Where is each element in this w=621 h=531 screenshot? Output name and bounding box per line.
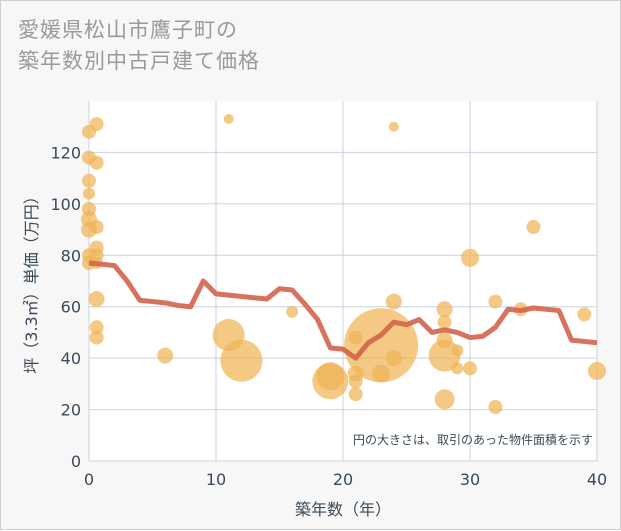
bubble-point	[348, 387, 363, 402]
bubble-point	[463, 361, 477, 376]
bubble-point	[88, 291, 105, 307]
bubble-point	[344, 308, 419, 383]
bubble-point	[385, 293, 402, 310]
x-axis-label: 築年数（年）	[295, 500, 391, 519]
bubble-point	[89, 330, 104, 345]
grid-lines	[88, 101, 598, 462]
chart-title-line1: 愛媛県松山市鷹子町の	[18, 18, 238, 42]
y-tick-label: 60	[61, 298, 81, 317]
bubble-point	[588, 362, 606, 380]
x-tick-label: 20	[333, 470, 353, 489]
bubble-point	[89, 117, 104, 132]
x-tick-label: 0	[84, 470, 94, 489]
bubble-point	[436, 301, 453, 318]
bubble-point	[388, 121, 399, 132]
bubble-point	[82, 173, 96, 188]
bubble-point	[220, 339, 263, 382]
bubble-series	[81, 114, 606, 414]
bubble-point	[286, 305, 299, 318]
x-axis-ticks: 0 10 20 30 40	[84, 470, 607, 489]
chart-title: 愛媛県松山市鷹子町の 築年数別中古戸建て価格	[18, 15, 438, 77]
bubble-point	[83, 187, 95, 200]
bubble-point	[451, 344, 464, 357]
y-axis-label: 坪（3.3㎡）単価（万円）	[22, 188, 41, 373]
y-tick-label: 80	[61, 246, 81, 265]
bubble-point	[434, 389, 455, 410]
y-tick-label: 20	[61, 401, 81, 420]
y-axis-ticks: 0 20 40 60 80 100 120	[50, 143, 81, 471]
y-tick-label: 0	[71, 452, 81, 471]
bubble-point	[385, 350, 402, 367]
bubble-point	[461, 248, 479, 267]
bubble-point	[526, 220, 541, 234]
bubble-point	[316, 362, 345, 391]
y-tick-label: 40	[61, 349, 81, 368]
bubble-point	[157, 347, 174, 364]
bubble-size-note: 円の大きさは、取引のあった物件面積を示す	[353, 432, 593, 447]
bubble-point	[488, 294, 503, 309]
y-tick-label: 120	[50, 143, 81, 162]
bubble-point	[89, 220, 104, 234]
y-tick-label: 100	[50, 195, 81, 214]
x-tick-label: 10	[206, 470, 226, 489]
bubble-point	[488, 400, 503, 414]
x-tick-label: 30	[460, 470, 480, 489]
bubble-point	[372, 364, 391, 383]
bubble-point	[348, 374, 363, 389]
chart-title-line2: 築年数別中古戸建て価格	[18, 49, 260, 73]
bubble-point	[451, 362, 464, 375]
average-price-line	[88, 260, 598, 361]
x-tick-label: 40	[587, 470, 607, 489]
bubble-point	[437, 315, 452, 330]
bubble-point	[89, 320, 104, 335]
bubble-point	[89, 155, 104, 170]
bubble-point	[223, 114, 234, 124]
bubble-point	[577, 307, 592, 322]
